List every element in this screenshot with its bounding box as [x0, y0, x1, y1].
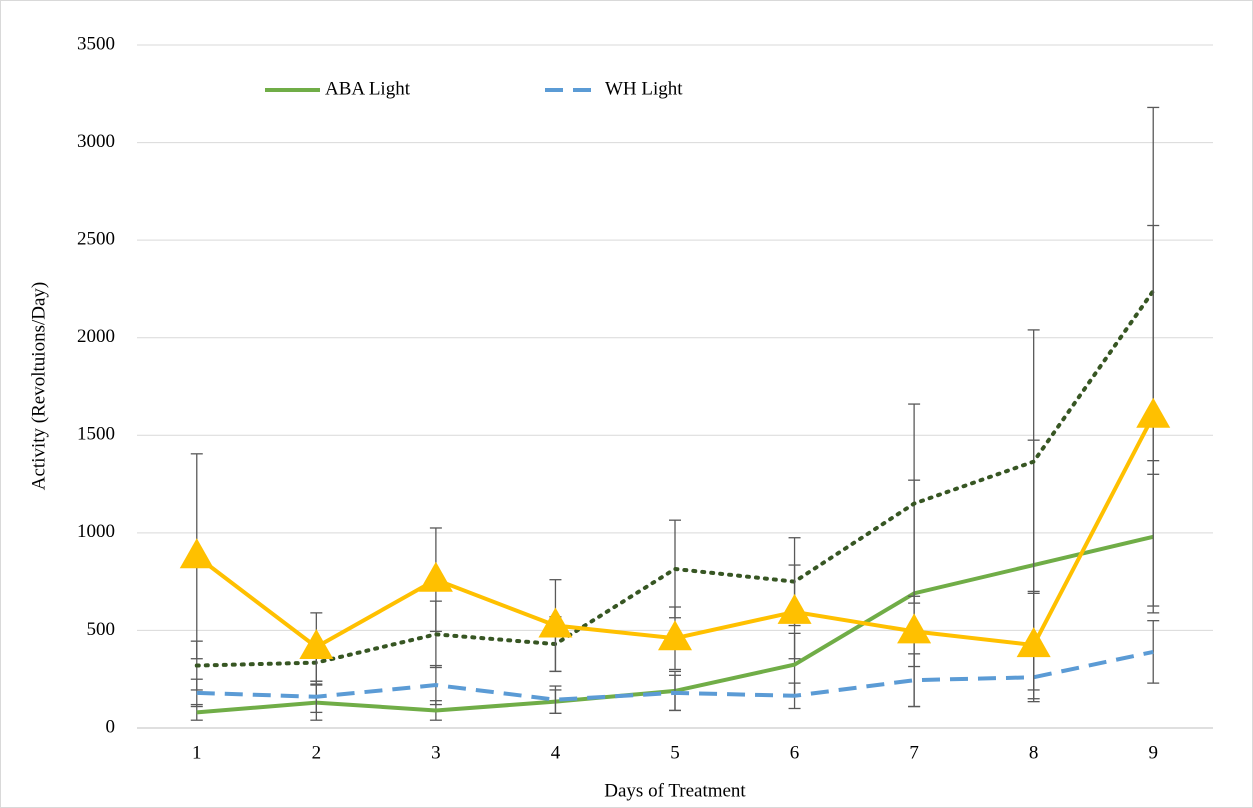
- triangle-marker: [538, 607, 573, 638]
- y-tick-label: 2000: [77, 326, 115, 347]
- triangle-marker: [1136, 397, 1171, 428]
- triangle-marker: [418, 561, 453, 592]
- legend-label: ABA Light: [325, 78, 411, 99]
- x-tick-label: 4: [551, 742, 561, 763]
- y-tick-label: 3000: [77, 131, 115, 152]
- legend-label: WH Light: [605, 78, 683, 99]
- y-tick-label: 500: [87, 619, 116, 640]
- x-axis-title: Days of Treatment: [604, 780, 746, 801]
- triangle-marker: [658, 620, 692, 651]
- y-tick-label: 2500: [77, 229, 115, 250]
- triangle-marker: [179, 538, 214, 569]
- x-tick-label: 1: [192, 742, 202, 763]
- x-tick-label: 5: [670, 742, 680, 763]
- x-tick-label: 6: [790, 742, 800, 763]
- triangle-marker: [777, 593, 812, 624]
- x-tick-label: 7: [909, 742, 919, 763]
- x-tick-label: 2: [312, 742, 322, 763]
- triangle-marker: [1016, 627, 1051, 658]
- triangle-marker: [299, 629, 334, 660]
- y-axis-title: Activity (Revoltuions/Day): [28, 282, 49, 490]
- y-tick-label: 1500: [77, 424, 115, 445]
- y-tick-label: 0: [106, 716, 116, 737]
- y-tick-label: 1000: [77, 521, 115, 542]
- error-bar: [549, 685, 562, 715]
- series-line: [196, 649, 1154, 702]
- y-tick-label: 3500: [77, 33, 115, 54]
- series-line: [194, 288, 1156, 668]
- triangle-marker: [897, 613, 932, 644]
- x-tick-label: 3: [431, 742, 441, 763]
- x-tick-label: 9: [1148, 742, 1158, 763]
- x-tick-label: 8: [1029, 742, 1039, 763]
